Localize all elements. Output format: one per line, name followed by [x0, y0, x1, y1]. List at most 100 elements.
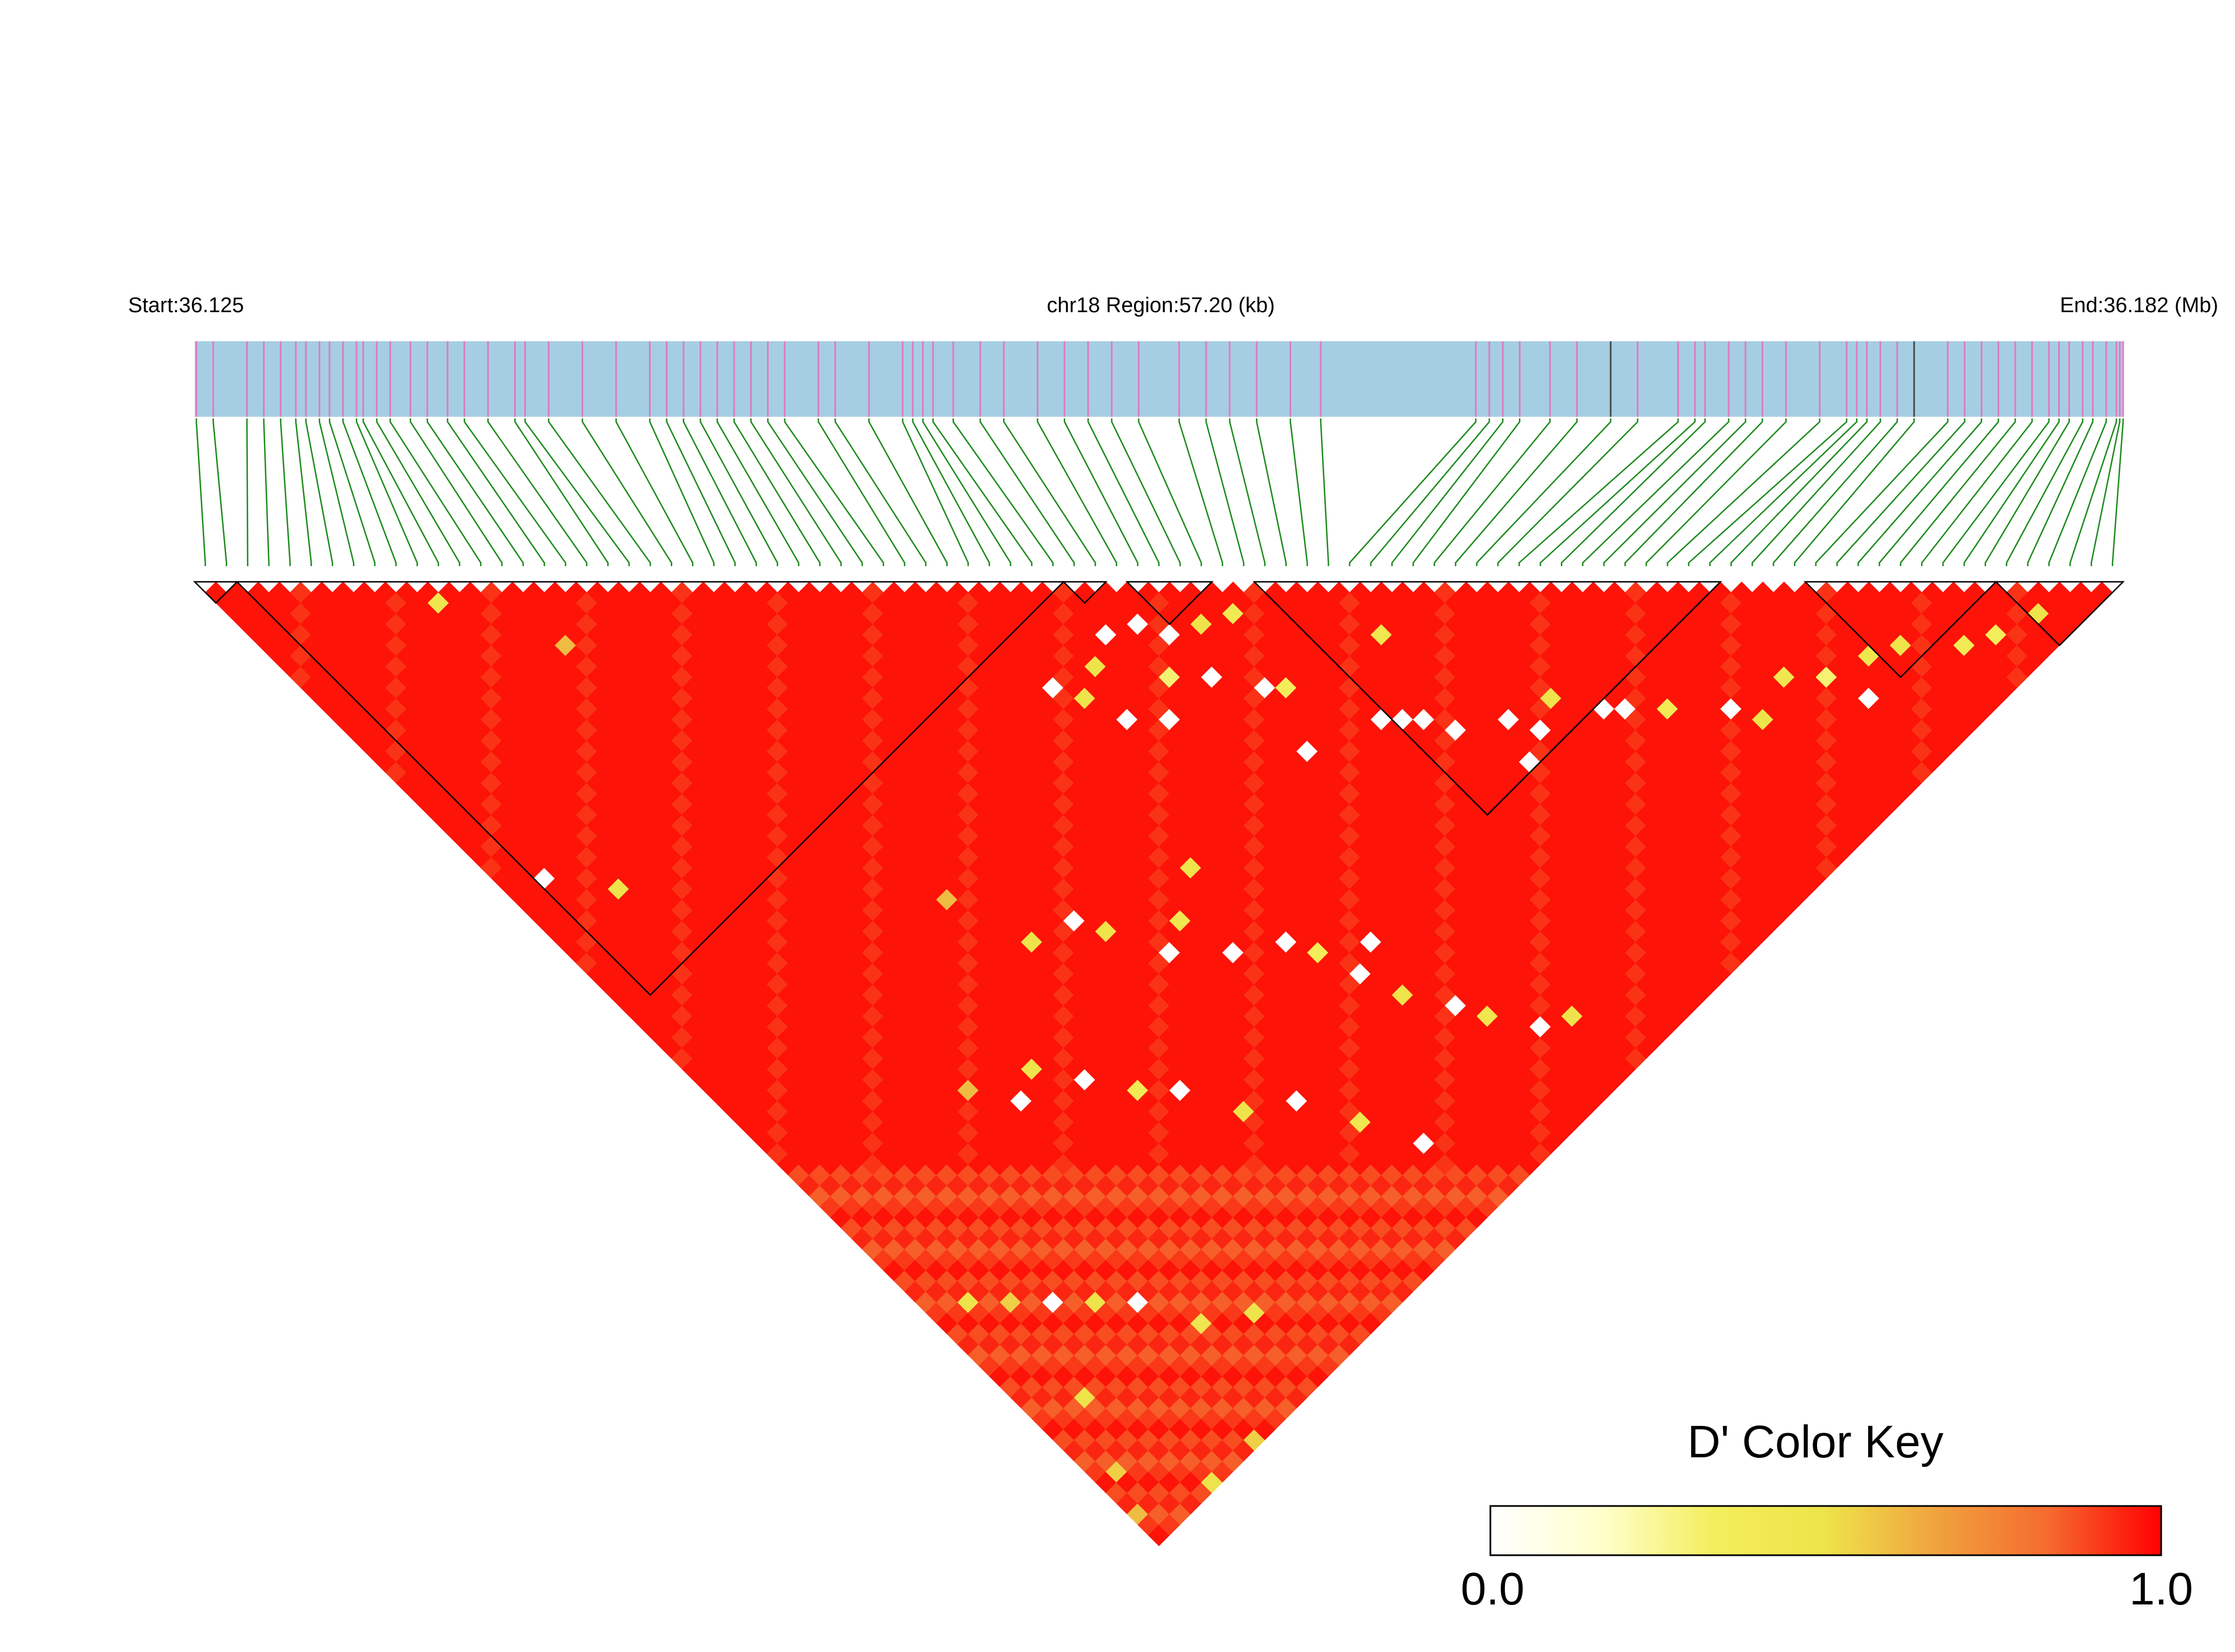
snp-connector [1540, 418, 1696, 566]
region-start-label: Start:36.125 [128, 294, 244, 317]
snp-ticks [195, 341, 2124, 417]
snp-connector [1087, 418, 1160, 566]
snp-connector [1256, 418, 1287, 566]
snp-connector [389, 418, 482, 566]
snp-connector [305, 418, 333, 566]
haplotype-block-outlines [192, 581, 2125, 996]
snp-connector [932, 418, 1033, 566]
snp-connector [733, 418, 821, 566]
snp-connector [1391, 418, 1504, 566]
snp-connector [1751, 418, 1881, 566]
snp-connector [342, 418, 397, 566]
snp-connector [487, 418, 588, 566]
region-end-label: End:36.182 (Mb) [2060, 294, 2218, 317]
snp-connector [1963, 418, 2060, 566]
snp-connector [952, 418, 1054, 566]
snp-connector [1624, 418, 1763, 566]
snp-connector [1370, 418, 1490, 566]
snp-connector [1645, 418, 1787, 566]
haplotype-block [235, 581, 1066, 996]
haplotype-block [1252, 581, 1723, 816]
snp-connector [912, 418, 990, 566]
snp-connector [683, 418, 757, 566]
snp-connector [446, 418, 545, 566]
snp-connector [1836, 418, 1966, 566]
snp-connector [1942, 418, 2050, 566]
snp-connector [834, 418, 927, 566]
snp-connector [463, 418, 567, 566]
snp-connector [1794, 418, 1915, 566]
snp-connector [979, 418, 1075, 566]
snp-connector [363, 418, 439, 566]
region-title: chr18 Region:57.20 (kb) [1047, 294, 1275, 317]
snp-connector [426, 418, 524, 566]
snp-connector [2006, 418, 2083, 566]
snp-connector [1921, 418, 2033, 566]
snp-connector [2111, 418, 2124, 566]
snp-connector [1349, 418, 1477, 566]
snp-connector [356, 418, 418, 566]
snp-connector-lines [195, 418, 2124, 566]
haplotype-block [192, 581, 239, 604]
snp-connector [2090, 418, 2121, 566]
snp-connector [1497, 418, 1639, 566]
snp-connector [784, 418, 884, 566]
ld-cells [205, 581, 2113, 1546]
snp-connector [581, 418, 672, 566]
snp-connector [376, 418, 460, 566]
snp-connector [1900, 418, 2016, 566]
snp-connector [1518, 418, 1679, 566]
haplotype-block [1125, 581, 1214, 625]
snp-connector [1667, 418, 1820, 566]
snp-connector [514, 418, 609, 566]
snp-connector [318, 418, 355, 566]
snp-connector [1229, 418, 1266, 566]
snp-connector [1433, 418, 1551, 566]
snp-connector [1290, 418, 1308, 566]
snp-connector [212, 418, 228, 566]
color-key-title: D' Color Key [1687, 1416, 1944, 1467]
color-key: D' Color Key 0.0 1.0 [1461, 1416, 2193, 1615]
snp-connector [1582, 418, 1730, 566]
snp-connector [524, 418, 630, 566]
snp-connector [295, 418, 312, 566]
snp-connector [1984, 418, 2070, 566]
snp-connector [1412, 418, 1521, 566]
snp-connector [1205, 418, 1245, 566]
snp-connector [1111, 418, 1181, 566]
snp-connector [1709, 418, 1858, 566]
snp-connector [2027, 418, 2094, 566]
color-key-max-label: 1.0 [2129, 1564, 2193, 1615]
haplotype-block [1994, 581, 2125, 647]
snp-connector [1476, 418, 1612, 566]
snp-connector [666, 418, 736, 566]
gene-track-bar [195, 341, 2123, 417]
snp-connector [2048, 418, 2107, 566]
snp-connector [1560, 418, 1706, 566]
snp-connector [615, 418, 694, 566]
snp-connector [1064, 418, 1138, 566]
color-key-bar [1489, 1505, 2162, 1556]
snp-connector [1730, 418, 1868, 566]
snp-connector [328, 418, 376, 566]
snp-connector [902, 418, 969, 566]
snp-connector [817, 418, 906, 566]
snp-connector [922, 418, 1011, 566]
snp-connector [699, 418, 778, 566]
snp-connector [1455, 418, 1578, 566]
snp-connector [195, 418, 206, 566]
snp-connector [1879, 418, 1999, 566]
snp-connector [767, 418, 863, 566]
snp-connector [1178, 418, 1224, 566]
haplotype-block [1803, 581, 1998, 679]
snp-connector [2069, 418, 2118, 566]
snp-connector [1320, 418, 1329, 566]
snp-connector [716, 418, 799, 566]
color-key-min-label: 0.0 [1461, 1564, 1524, 1615]
snp-connector [410, 418, 503, 566]
snp-connector [1857, 418, 1983, 566]
snp-connector [1003, 418, 1097, 566]
snp-connector [1772, 418, 1898, 566]
snp-connector [263, 418, 270, 566]
